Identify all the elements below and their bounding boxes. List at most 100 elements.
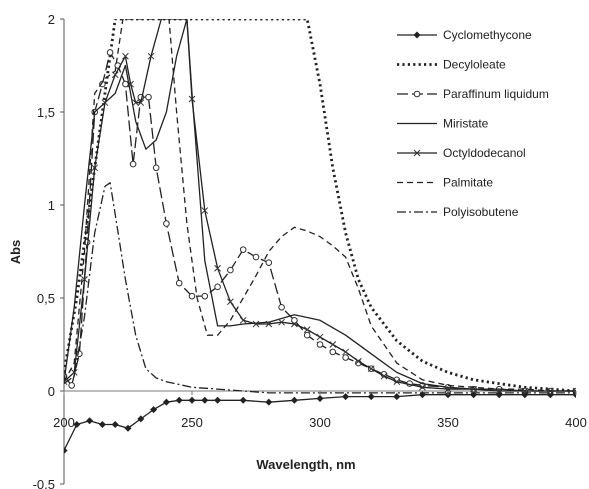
x-tick-label: 400	[565, 415, 587, 430]
x-tick-label: 250	[181, 415, 203, 430]
data-point	[265, 259, 273, 266]
data-point	[227, 266, 234, 274]
data-point	[367, 365, 375, 373]
data-point	[81, 276, 88, 283]
x-tick-label: 300	[309, 415, 331, 430]
legend-label: Palmitate	[443, 176, 493, 190]
data-point	[316, 341, 324, 348]
y-tick-label: 1	[48, 198, 55, 213]
data-point	[127, 80, 134, 88]
data-point	[303, 326, 311, 333]
data-point	[73, 420, 81, 428]
data-point	[214, 396, 222, 404]
series-polyisobutene	[64, 182, 576, 394]
data-point	[163, 220, 170, 227]
y-tick-label: -0,5	[33, 477, 55, 489]
data-point	[265, 398, 273, 406]
data-point	[64, 447, 68, 455]
data-point	[91, 164, 99, 172]
data-point	[188, 396, 196, 404]
data-point	[265, 320, 273, 328]
data-point	[201, 396, 209, 404]
legend-label: Cyclomethycone	[443, 28, 532, 42]
series-line-polyisobutene	[64, 182, 576, 394]
data-point	[111, 71, 119, 79]
data-point	[98, 420, 106, 428]
data-point	[101, 99, 109, 107]
legend-entry-cyclomethycone: Cyclomethycone	[397, 28, 532, 42]
series-paraffinum-liquidum	[64, 49, 576, 395]
data-point	[290, 396, 298, 404]
legend-entry-miristate: Miristate	[397, 117, 489, 131]
data-point	[329, 341, 337, 348]
legend-entry-paraffinum-liquidum: Paraffinum liquidum	[397, 87, 549, 101]
series-layer	[64, 19, 576, 455]
data-point	[342, 348, 349, 356]
data-point	[64, 378, 68, 386]
data-point	[413, 31, 421, 39]
legend-label: Octyldodecanol	[443, 146, 526, 160]
x-tick-label: 350	[437, 415, 459, 430]
data-point	[214, 264, 221, 272]
data-point	[122, 80, 129, 88]
y-tick-label: 1,5	[37, 105, 55, 120]
data-point	[393, 378, 401, 386]
legend-entry-polyisobutene: Polyisobutene	[397, 205, 519, 219]
data-point	[227, 298, 234, 306]
data-point	[106, 49, 114, 56]
series-line-paraffinum-liquidum	[64, 51, 576, 392]
tick-labels: -0,5 0 0,5 1 1,5 2 200 250 300 350 400	[33, 12, 587, 489]
series-miristate	[64, 19, 576, 392]
data-point	[70, 369, 78, 376]
data-point	[278, 304, 285, 311]
data-point	[122, 52, 129, 60]
x-tick-label: 200	[53, 415, 75, 430]
data-point	[444, 385, 452, 393]
data-point	[329, 348, 337, 356]
data-point	[99, 80, 106, 88]
series-line-miristate	[64, 19, 576, 392]
data-point	[147, 52, 155, 60]
data-point	[291, 317, 298, 324]
legend-label: Decyloleate	[443, 58, 506, 72]
data-point	[342, 354, 349, 361]
legend-label: Polyisobutene	[443, 205, 519, 219]
legend-background	[392, 21, 552, 221]
data-point	[201, 207, 209, 214]
data-point	[214, 283, 221, 291]
data-point	[303, 331, 311, 339]
legend-entry-decyloleate: Decyloleate	[397, 58, 506, 72]
series-line-palmitate	[64, 19, 576, 392]
data-point	[124, 424, 132, 432]
data-point	[150, 406, 158, 414]
data-point	[316, 394, 324, 402]
data-point	[278, 318, 285, 326]
data-point	[137, 415, 145, 423]
series-palmitate	[64, 19, 576, 392]
legend-label: Miristate	[443, 117, 489, 131]
data-point	[239, 396, 247, 404]
data-point	[68, 382, 75, 389]
data-point	[152, 164, 160, 172]
data-point	[129, 160, 137, 168]
data-point	[188, 95, 196, 103]
x-axis-title: Wavelength, nm	[256, 457, 355, 472]
data-point	[355, 357, 362, 365]
data-point	[393, 393, 401, 401]
data-point	[201, 292, 209, 300]
data-point	[188, 292, 196, 300]
data-point	[132, 99, 140, 107]
data-point	[252, 253, 260, 261]
y-tick-label: 0,5	[37, 291, 55, 306]
data-point	[316, 333, 324, 341]
legend-label: Paraffinum liquidum	[443, 87, 549, 101]
data-point	[413, 149, 421, 157]
data-point	[111, 420, 119, 428]
data-point	[367, 393, 375, 401]
data-point	[137, 99, 145, 107]
data-point	[380, 372, 388, 380]
data-point	[419, 383, 426, 391]
data-point	[252, 320, 260, 328]
data-point	[239, 316, 247, 324]
